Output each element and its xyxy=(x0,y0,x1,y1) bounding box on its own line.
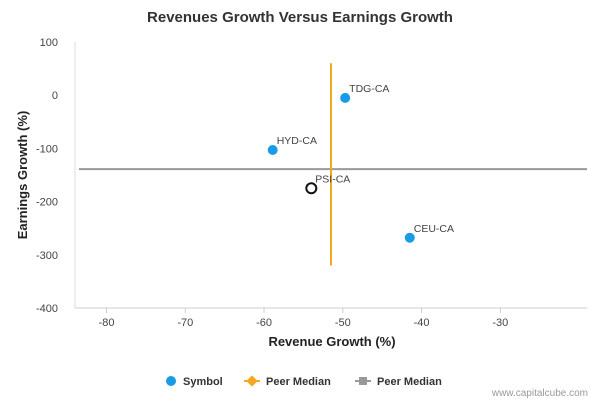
x-tick-label: -60 xyxy=(256,317,272,329)
y-tick-label: 0 xyxy=(52,90,58,102)
legend-label-peer-median: Peer Median xyxy=(266,376,331,388)
data-point-label: TDG-CA xyxy=(349,83,389,95)
y-axis-title: Earnings Growth (%) xyxy=(15,111,30,240)
legend-item-peer-median-vertical[interactable]: Peer Median xyxy=(244,375,331,388)
data-point-label: CEU-CA xyxy=(414,223,454,235)
data-point xyxy=(404,232,415,243)
y-axis-ticks: 100 0 -100 -200 -300 -400 xyxy=(36,37,58,315)
x-axis-ticks: -80 -70 -60 -50 -40 -30 xyxy=(99,308,508,329)
y-tick-label: -300 xyxy=(36,250,58,262)
legend-item-peer-median-horizontal[interactable]: Peer Median xyxy=(355,376,442,388)
highlight-point-label: PSI-CA xyxy=(315,173,350,185)
legend[interactable]: Symbol Peer Median Peer Median xyxy=(166,375,442,388)
peer-median-lines xyxy=(79,63,587,266)
y-tick-label: -200 xyxy=(36,197,58,209)
legend-symbol-marker xyxy=(166,376,176,386)
y-tick-label: 100 xyxy=(40,37,58,49)
data-point xyxy=(267,144,278,155)
legend-label-symbol: Symbol xyxy=(183,376,223,388)
chart-title: Revenues Growth Versus Earnings Growth xyxy=(147,9,453,26)
plot-frame xyxy=(74,42,587,309)
data-points: TDG-CA HYD-CA CEU-CA PSI-CA xyxy=(267,83,454,243)
y-tick-label: -100 xyxy=(36,143,58,155)
y-tick-label: -400 xyxy=(36,303,58,315)
legend-label-peer-median-2: Peer Median xyxy=(377,376,442,388)
highlight-point xyxy=(305,182,318,195)
x-tick-label: -50 xyxy=(335,317,351,329)
x-tick-label: -80 xyxy=(99,317,115,329)
legend-item-symbol[interactable]: Symbol xyxy=(166,376,223,388)
legend-diamond-marker xyxy=(246,375,258,387)
x-tick-label: -30 xyxy=(492,317,508,329)
data-point-label: HYD-CA xyxy=(277,135,317,147)
data-point xyxy=(340,92,351,103)
legend-square-marker xyxy=(359,377,367,385)
watermark: www.capitalcube.com xyxy=(491,388,588,399)
x-tick-label: -40 xyxy=(414,317,430,329)
x-tick-label: -70 xyxy=(177,317,193,329)
x-axis-title: Revenue Growth (%) xyxy=(268,334,395,349)
